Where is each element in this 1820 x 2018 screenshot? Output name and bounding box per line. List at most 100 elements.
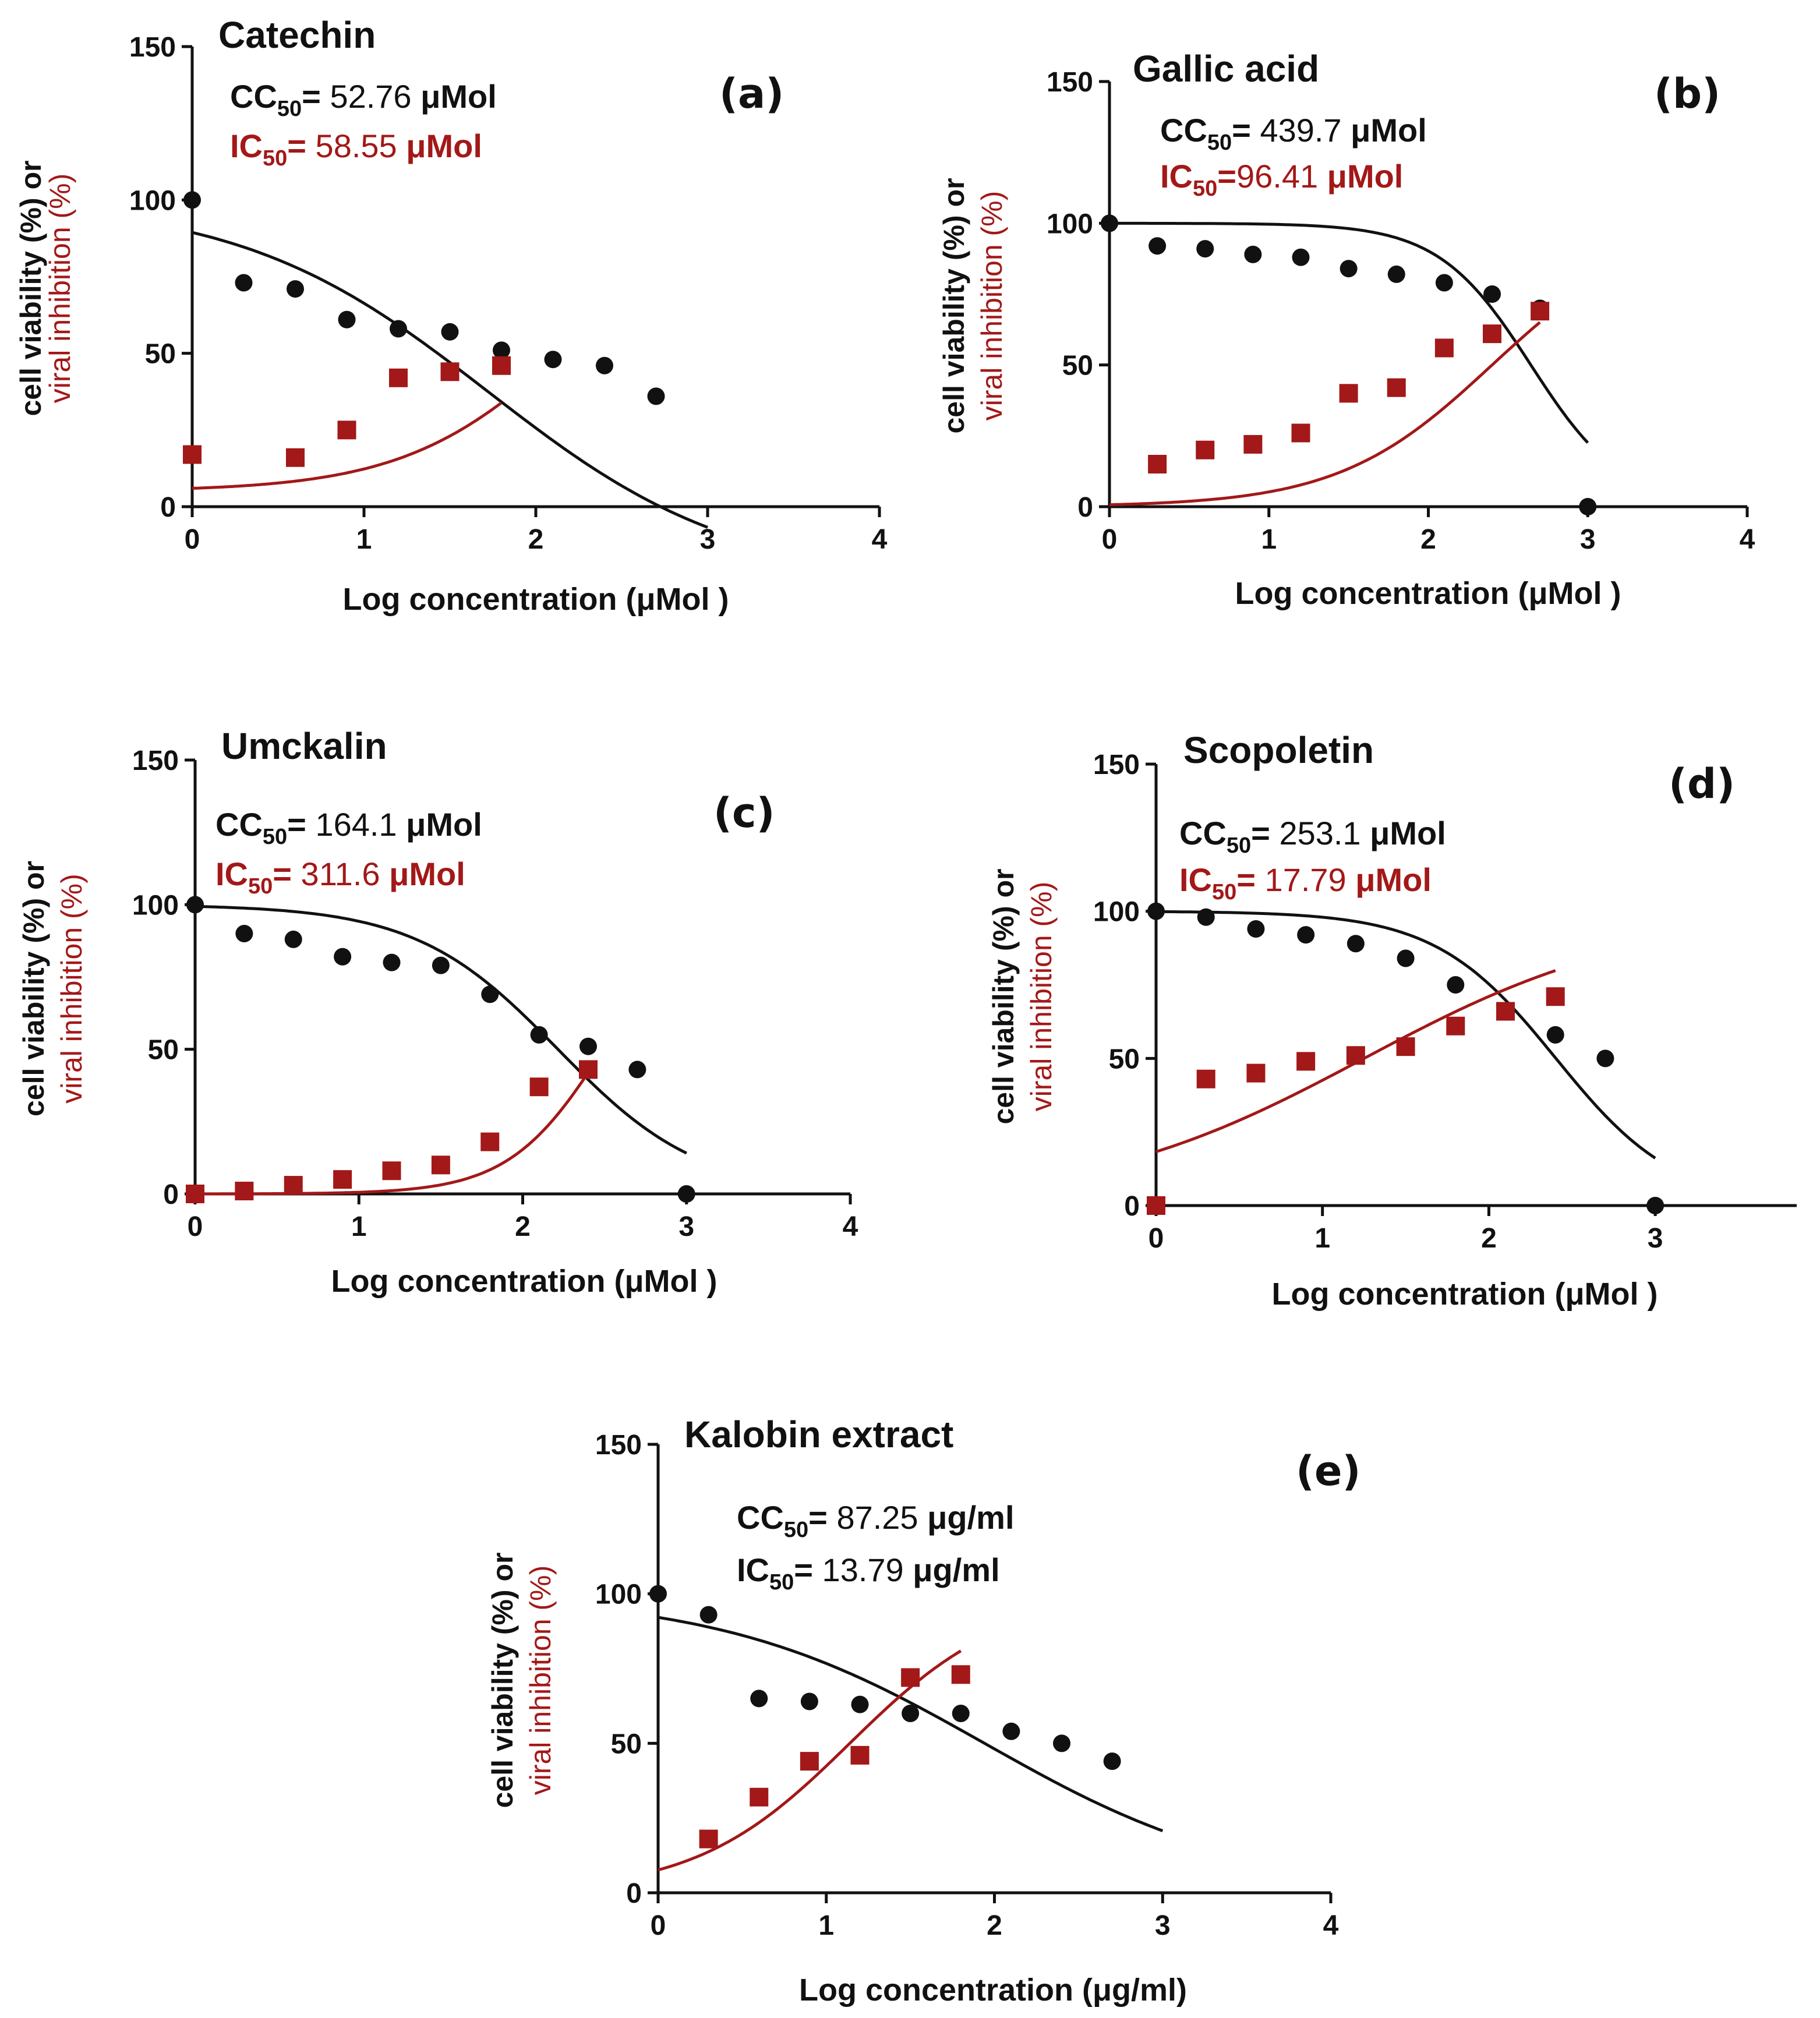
x-tick-label: 1 <box>818 1910 834 1941</box>
y-axis-label-line1: cell viability (%) or <box>17 861 50 1116</box>
viability-point <box>1053 1734 1070 1752</box>
inhibition-point <box>1243 434 1263 454</box>
viability-point <box>441 323 459 341</box>
chart-title: Kalobin extract <box>684 1413 953 1455</box>
y-tick-label: 100 <box>595 1579 642 1610</box>
inhibition-point <box>850 1745 870 1765</box>
x-tick-label: 1 <box>1261 524 1277 555</box>
viability-point <box>1447 976 1465 994</box>
inhibition-point <box>440 362 460 381</box>
annotation-value: 311.6 <box>301 856 380 892</box>
x-tick-label: 0 <box>651 1910 666 1941</box>
viability-point <box>1148 237 1167 255</box>
inhibition-point <box>431 1155 450 1175</box>
annotation-equals: = <box>794 1552 822 1588</box>
annotation-unit: μg/ml <box>904 1552 1000 1588</box>
chart-title: Umckalin <box>221 725 387 767</box>
annotation-value: 13.79 <box>822 1552 904 1588</box>
annotation-label: CC <box>215 806 263 843</box>
y-tick-label: 150 <box>129 32 176 63</box>
y-tick-label: 150 <box>132 745 179 776</box>
viability-fit-curve <box>658 1616 1164 1832</box>
y-tick-label: 0 <box>626 1878 642 1909</box>
annotation-unit: μMol <box>1342 112 1427 149</box>
cc50-annotation: CC50= 87.25 μg/ml <box>737 1499 1015 1542</box>
y-axis-label-line2: viral inhibition (%) <box>55 874 88 1104</box>
viability-point <box>800 1692 818 1710</box>
annotation-subscript: 50 <box>769 1570 794 1595</box>
x-tick-label: 4 <box>872 524 888 555</box>
viability-fit-curve <box>1109 221 1589 444</box>
annotation-equals: = <box>302 78 330 115</box>
chart-title: Scopoletin <box>1183 729 1374 771</box>
chart-title: Catechin <box>218 14 376 56</box>
panel-label: (d) <box>1669 760 1735 808</box>
x-tick-label: 1 <box>356 524 372 555</box>
viability-point <box>1292 248 1310 266</box>
annotation-label: IC <box>230 128 263 164</box>
annotation-value: 52.76 <box>330 78 411 115</box>
inhibition-point <box>183 445 202 464</box>
annotation-subscript: 50 <box>784 1518 808 1542</box>
viability-point <box>432 956 450 974</box>
x-tick-label: 3 <box>700 524 716 555</box>
annotation-equals: = <box>1251 815 1279 851</box>
inhibition-point <box>699 1829 718 1849</box>
inhibition-point <box>1546 987 1565 1006</box>
annotation-subscript: 50 <box>277 97 302 121</box>
viability-point <box>235 274 253 292</box>
panel-label: (b) <box>1654 70 1720 118</box>
y-tick-label: 0 <box>1124 1191 1140 1222</box>
y-tick-label: 50 <box>611 1729 642 1759</box>
viability-point <box>1197 908 1215 926</box>
inhibition-point <box>480 1132 500 1151</box>
annotation-equals: = <box>1236 861 1264 898</box>
viability-point <box>750 1690 768 1708</box>
viability-point <box>481 985 499 1003</box>
x-tick-label: 4 <box>1740 524 1755 555</box>
panel-b-gallic-acid: 0 1 2 3 4 0 50 100 150 Gallic acid (b) CC50= 439.7 … <box>938 48 1755 611</box>
viability-point <box>851 1695 869 1713</box>
viability-point <box>530 1026 548 1044</box>
annotation-equals: = <box>287 128 315 164</box>
inhibition-point <box>750 1787 769 1807</box>
y-tick-label: 50 <box>145 339 176 370</box>
viability-fit-curve <box>1155 910 1656 1160</box>
annotation-subscript: 50 <box>1227 833 1251 858</box>
x-tick-label: 0 <box>188 1211 203 1242</box>
y-tick-label: 150 <box>1093 750 1140 780</box>
viability-point <box>677 1185 695 1203</box>
viability-point <box>1579 498 1597 515</box>
annotation-equals: = <box>1217 158 1236 195</box>
y-tick-label: 150 <box>595 1430 642 1461</box>
x-tick-label: 4 <box>843 1211 858 1242</box>
inhibition-point <box>800 1752 819 1771</box>
annotation-label: CC <box>230 78 277 115</box>
x-axis-label: Log concentration (μMol ) <box>1235 576 1621 611</box>
annotation-unit: μMol <box>380 856 465 892</box>
inhibition-fit-curve <box>192 401 503 490</box>
x-tick-label: 0 <box>1102 524 1118 555</box>
y-tick-label: 100 <box>129 185 176 216</box>
annotation-value: 17.79 <box>1265 861 1347 898</box>
y-axis-label-line1: cell viability (%) or <box>987 868 1020 1124</box>
inhibition-point <box>186 1185 204 1203</box>
annotation-value: 439.7 <box>1260 112 1341 149</box>
annotation-label: CC <box>1160 112 1207 149</box>
viability-fit-curve <box>195 904 687 1155</box>
x-axis-label: Log concentration (μg/ml) <box>799 1973 1187 2008</box>
inhibition-fit-curve <box>658 1649 962 1872</box>
inhibition-point <box>1396 1037 1415 1056</box>
viability-point <box>544 351 562 369</box>
annotation-unit: μMol <box>1318 158 1403 195</box>
inhibition-point <box>1496 1002 1515 1021</box>
inhibition-point <box>1246 1063 1266 1083</box>
annotation-equals: = <box>287 806 315 843</box>
y-axis-label-line1: cell viability (%) or <box>486 1552 519 1808</box>
viability-point <box>596 356 613 374</box>
annotation-unit: μMol <box>412 78 497 115</box>
viability-point <box>1387 265 1405 283</box>
x-tick-label: 3 <box>1580 524 1596 555</box>
